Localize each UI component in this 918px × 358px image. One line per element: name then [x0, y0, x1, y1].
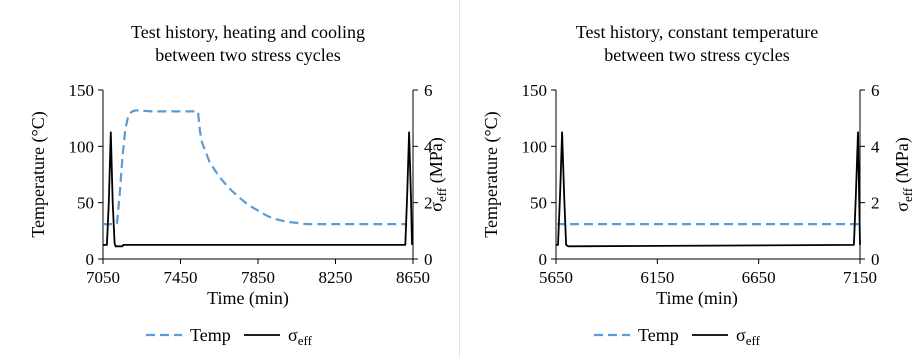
chart-title-line: Test history, heating and cooling [131, 22, 365, 42]
y2-tick-label: 6 [871, 81, 880, 100]
y-tick-label: 150 [522, 81, 548, 100]
y-tick-label: 0 [539, 250, 548, 269]
x-tick-label: 8250 [319, 268, 353, 287]
x-tick-label: 5650 [539, 268, 573, 287]
x-tick-label: 7850 [241, 268, 275, 287]
y-tick-label: 150 [69, 81, 95, 100]
x-tick-label: 6650 [742, 268, 776, 287]
panel-divider [459, 0, 460, 358]
chart-title-line: Test history, constant temperature [576, 22, 819, 42]
y-tick-label: 0 [86, 250, 95, 269]
y2-tick-label: 2 [871, 194, 880, 213]
legend-label: σeff [288, 325, 313, 348]
legend-label: Temp [190, 325, 231, 345]
x-axis-label: Time (min) [656, 288, 738, 309]
chart-left: Test history, heating and cooling between… [28, 22, 449, 348]
series-line-sigma-eff [103, 131, 413, 248]
series-line-sigma-eff [556, 131, 861, 248]
y-tick-label: 50 [77, 194, 94, 213]
legend-label: Temp [638, 325, 679, 345]
x-tick-label: 7050 [86, 268, 120, 287]
series-line-temp [103, 109, 408, 226]
legend-label: σeff [736, 325, 761, 348]
x-tick-label: 8650 [396, 268, 430, 287]
x-tick-label: 6150 [640, 268, 674, 287]
chart-title-line: between two stress cycles [155, 45, 340, 65]
y-axis-label: Temperature (°C) [28, 111, 49, 237]
y-tick-label: 100 [69, 137, 95, 156]
y2-tick-label: 6 [424, 81, 433, 100]
y-axis-label: Temperature (°C) [481, 111, 502, 237]
y2-axis-label: σeff (MPa) [426, 137, 449, 211]
chart-title-line: between two stress cycles [604, 45, 789, 65]
y2-tick-label: 2 [424, 194, 433, 213]
y2-axis-label: σeff (MPa) [892, 137, 915, 211]
y-tick-label: 50 [530, 194, 547, 213]
y2-tick-label: 0 [424, 250, 433, 269]
x-axis-label: Time (min) [207, 288, 289, 309]
x-tick-label: 7150 [843, 268, 877, 287]
x-tick-label: 7450 [164, 268, 198, 287]
y2-tick-label: 4 [871, 137, 880, 156]
y2-tick-label: 4 [424, 137, 433, 156]
y2-tick-label: 0 [871, 250, 880, 269]
y-tick-label: 100 [522, 137, 548, 156]
chart-right: Test history, constant temperature betwee… [481, 22, 915, 348]
